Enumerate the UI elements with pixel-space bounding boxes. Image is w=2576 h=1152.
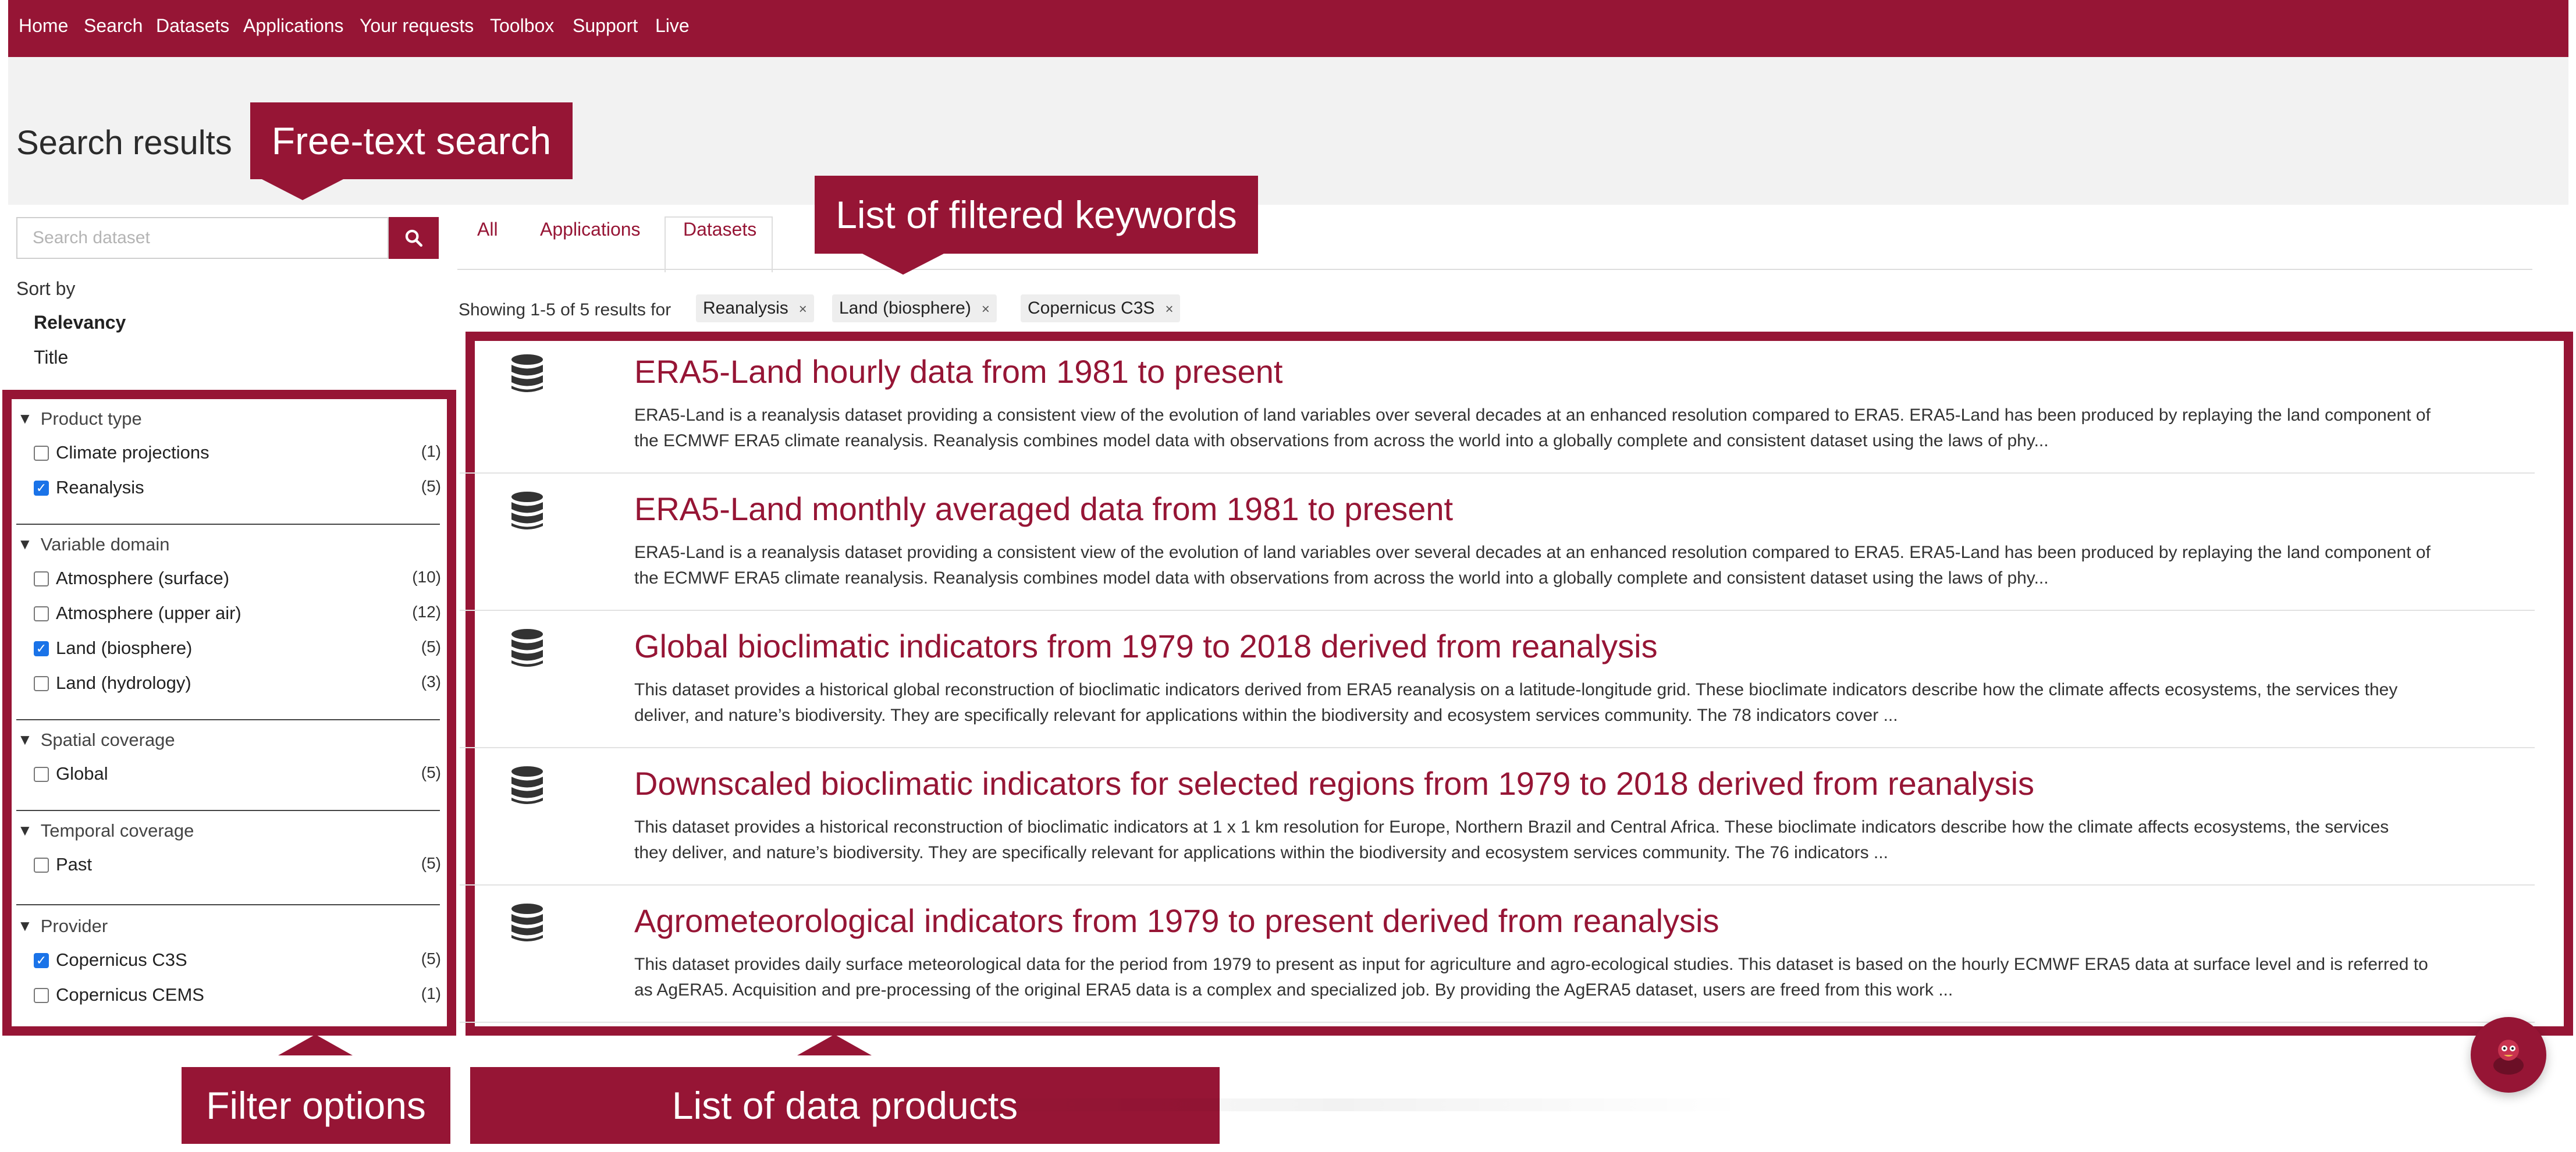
- result-title-era5-land-monthly[interactable]: ERA5-Land monthly averaged data from 198…: [634, 490, 1454, 527]
- filter-options-highlight: [2, 390, 456, 1036]
- keyword-chip-land-biosphere: Land (biosphere) ×: [832, 294, 997, 322]
- nav-support[interactable]: Support: [573, 15, 638, 36]
- tab-datasets[interactable]: Datasets: [683, 219, 757, 240]
- result-description: ERA5-Land is a reanalysis dataset provid…: [634, 543, 2431, 588]
- filter-divider: [16, 719, 440, 720]
- tab-all[interactable]: All: [477, 219, 498, 240]
- sort-option-title[interactable]: Title: [34, 347, 69, 368]
- nav-applications[interactable]: Applications: [243, 15, 344, 36]
- tab-datasets-active-frame: [665, 216, 773, 272]
- nav-home[interactable]: Home: [19, 15, 69, 36]
- result-divider: [460, 747, 2535, 748]
- chevron-down-icon: ▼: [17, 535, 33, 553]
- result-description: This dataset provides a historical recon…: [634, 817, 2389, 862]
- database-icon: [511, 766, 543, 804]
- checkbox-checked[interactable]: ✓: [34, 641, 49, 656]
- annotation-arrow: [262, 179, 343, 200]
- filter-divider: [16, 524, 440, 525]
- filter-group-provider[interactable]: ▼ Provider: [17, 916, 108, 936]
- data-products-highlight: [466, 332, 2573, 1036]
- filter-group-temporal-coverage[interactable]: ▼ Temporal coverage: [17, 820, 194, 841]
- tab-applications[interactable]: Applications: [540, 219, 641, 240]
- checkbox[interactable]: [34, 606, 49, 621]
- result-divider: [460, 1022, 2535, 1023]
- filter-group-variable-domain[interactable]: ▼ Variable domain: [17, 534, 170, 554]
- filter-past[interactable]: Past (5): [34, 853, 441, 876]
- checkbox-checked[interactable]: ✓: [34, 481, 49, 496]
- annotation-filter-options: Filter options: [182, 1067, 450, 1144]
- checkbox[interactable]: [34, 446, 49, 461]
- nav-datasets[interactable]: Datasets: [156, 15, 230, 36]
- filter-atmosphere-surface[interactable]: Atmosphere (surface) (10): [34, 567, 441, 590]
- result-description: This dataset provides daily surface mete…: [634, 955, 2428, 1000]
- filter-group-spatial-coverage[interactable]: ▼ Spatial coverage: [17, 730, 175, 750]
- nav-live[interactable]: Live: [655, 15, 690, 36]
- annotation-free-text-search: Free-text search: [250, 102, 573, 179]
- search-button[interactable]: [389, 217, 439, 259]
- nav-toolbox[interactable]: Toolbox: [490, 15, 555, 36]
- nav-search[interactable]: Search: [84, 15, 143, 36]
- filter-climate-projections[interactable]: Climate projections (1): [34, 441, 441, 464]
- database-icon: [511, 492, 543, 529]
- result-divider: [460, 472, 2535, 474]
- search-icon: [405, 229, 423, 247]
- result-description: ERA5-Land is a reanalysis dataset provid…: [634, 406, 2431, 450]
- checkbox[interactable]: [34, 676, 49, 691]
- result-title-global-bioclimatic[interactable]: Global bioclimatic indicators from 1979 …: [634, 628, 1658, 664]
- filter-divider: [16, 904, 440, 905]
- database-icon: [511, 904, 543, 941]
- result-divider: [460, 610, 2535, 611]
- chat-assistant-button[interactable]: [2471, 1017, 2546, 1093]
- annotation-arrow: [278, 1034, 353, 1055]
- chat-assistant-icon: [2493, 1040, 2524, 1075]
- filter-divider: [16, 810, 440, 811]
- remove-keyword-button[interactable]: ×: [798, 301, 807, 317]
- chevron-down-icon: ▼: [17, 410, 33, 427]
- filter-atmosphere-upper-air[interactable]: Atmosphere (upper air) (12): [34, 602, 441, 625]
- checkbox-checked[interactable]: ✓: [34, 953, 49, 968]
- search-input[interactable]: [16, 217, 389, 259]
- remove-keyword-button[interactable]: ×: [1165, 301, 1174, 317]
- filter-global[interactable]: Global (5): [34, 762, 441, 785]
- filter-copernicus-c3s[interactable]: ✓ Copernicus C3S (5): [34, 948, 441, 972]
- filter-reanalysis[interactable]: ✓ Reanalysis (5): [34, 476, 441, 499]
- remove-keyword-button[interactable]: ×: [981, 301, 990, 317]
- page-title: Search results: [16, 124, 232, 162]
- top-navigation-bar: Home Search Datasets Applications Your r…: [8, 0, 2568, 57]
- result-description: This dataset provides a historical globa…: [634, 680, 2398, 725]
- sort-by-label: Sort by: [16, 278, 76, 299]
- result-title-downscaled-bioclimatic[interactable]: Downscaled bioclimatic indicators for se…: [634, 765, 2035, 802]
- filter-group-product-type[interactable]: ▼ Product type: [17, 408, 142, 429]
- chevron-down-icon: ▼: [17, 731, 33, 748]
- database-icon: [511, 354, 543, 392]
- checkbox[interactable]: [34, 988, 49, 1003]
- results-count-text: Showing 1-5 of 5 results for: [459, 300, 671, 319]
- sort-option-relevancy[interactable]: Relevancy: [34, 312, 126, 333]
- result-title-era5-land-hourly[interactable]: ERA5-Land hourly data from 1981 to prese…: [634, 353, 1283, 390]
- database-icon: [511, 629, 543, 667]
- tabs-underline: [457, 269, 2532, 270]
- annotation-arrow: [862, 254, 944, 275]
- result-title-agrometeorological[interactable]: Agrometeorological indicators from 1979 …: [634, 902, 1719, 939]
- checkbox[interactable]: [34, 858, 49, 873]
- chevron-down-icon: ▼: [17, 822, 33, 839]
- keyword-chip-reanalysis: Reanalysis ×: [696, 294, 814, 322]
- checkbox[interactable]: [34, 767, 49, 782]
- annotation-data-products: List of data products: [470, 1067, 1220, 1144]
- chevron-down-icon: ▼: [17, 917, 33, 934]
- filter-land-biosphere[interactable]: ✓ Land (biosphere) (5): [34, 637, 441, 660]
- decorative-shadow: [931, 1098, 1746, 1111]
- filter-copernicus-cems[interactable]: Copernicus CEMS (1): [34, 983, 441, 1007]
- annotation-arrow: [797, 1034, 872, 1055]
- annotation-filtered-keywords: List of filtered keywords: [815, 176, 1258, 254]
- checkbox[interactable]: [34, 571, 49, 586]
- filter-land-hydrology[interactable]: Land (hydrology) (3): [34, 671, 441, 695]
- keyword-chip-copernicus-c3s: Copernicus C3S ×: [1021, 294, 1181, 322]
- result-divider: [460, 884, 2535, 886]
- nav-your-requests[interactable]: Your requests: [360, 15, 474, 36]
